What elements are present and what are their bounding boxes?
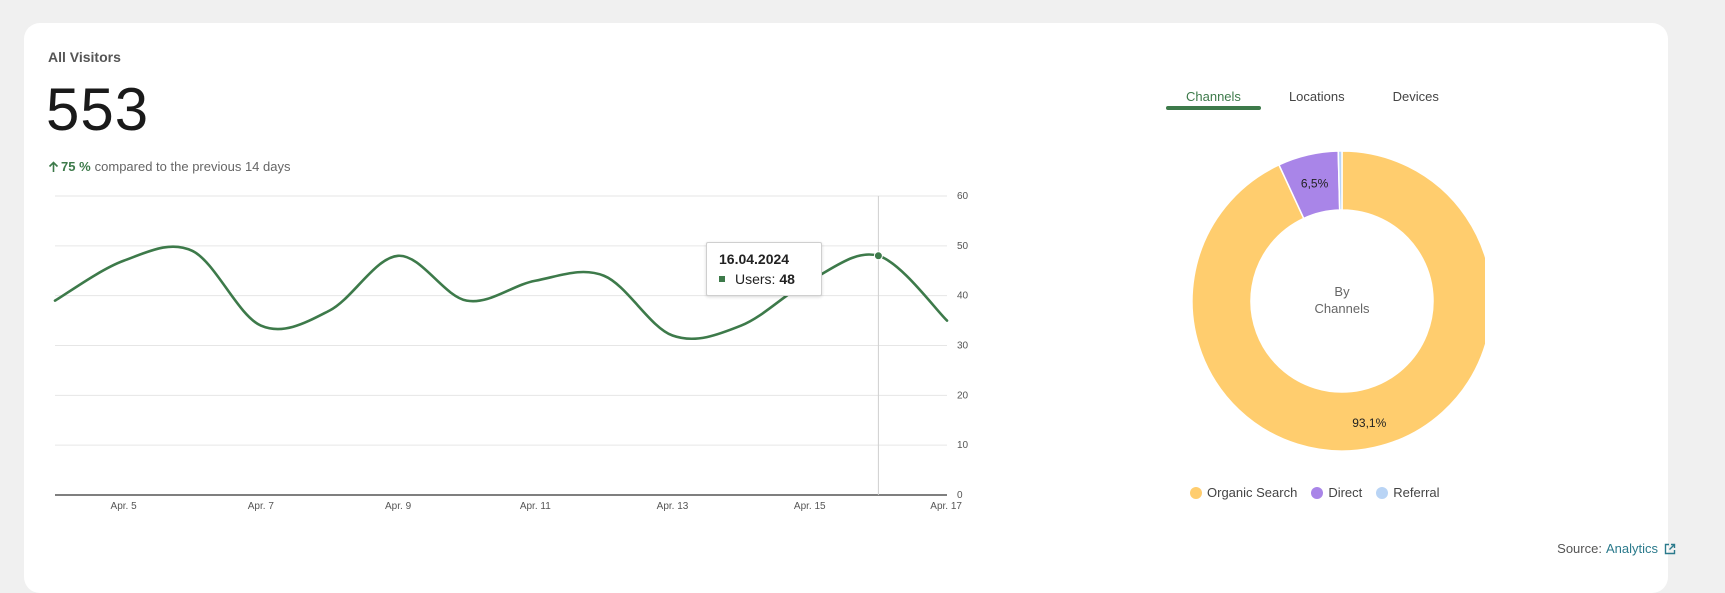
x-tick-label: Apr. 15 xyxy=(794,501,826,512)
external-link-icon xyxy=(1664,543,1676,554)
chart-tooltip: 16.04.2024 Users: 48 xyxy=(706,242,822,296)
comparison-line: 75 % compared to the previous 14 days xyxy=(48,159,290,174)
total-visitors: 553 xyxy=(46,76,150,143)
tooltip-swatch xyxy=(719,276,725,282)
legend-item-referral[interactable]: Referral xyxy=(1376,485,1440,500)
y-tick-label: 30 xyxy=(957,341,969,352)
trend-indicator: 75 % xyxy=(48,159,91,174)
source-prefix: Source: xyxy=(1557,541,1602,556)
slice-label: 93,1% xyxy=(1352,416,1386,430)
legend-dot-referral xyxy=(1376,486,1389,499)
legend-dot-organic-search xyxy=(1190,486,1202,499)
donut-slice-organic-search[interactable] xyxy=(1191,150,1485,452)
x-tick-label: Apr. 9 xyxy=(385,501,412,512)
tab-devices[interactable]: Devices xyxy=(1392,89,1439,104)
x-tick-label: Apr. 7 xyxy=(248,501,275,512)
tooltip-date: 16.04.2024 xyxy=(719,251,790,267)
legend-label-referral: Referral xyxy=(1393,485,1440,500)
y-tick-label: 20 xyxy=(957,390,969,401)
highlighted-point xyxy=(873,251,883,261)
visitors-card: All Visitors 553 75 % compared to the pr… xyxy=(24,23,1668,593)
tooltip-row: Users: 48 xyxy=(719,271,795,287)
donut-legend: Organic Search Direct Referral xyxy=(1190,485,1440,500)
x-tick-label: Apr. 17 xyxy=(930,501,962,512)
breakdown-tabs: Channels Locations Devices xyxy=(1162,64,1463,110)
tooltip-value: 48 xyxy=(779,271,795,287)
source-attribution: Source: Analytics xyxy=(1557,541,1676,556)
legend-label-direct: Direct xyxy=(1328,485,1363,500)
y-tick-label: 40 xyxy=(957,291,969,302)
legend-item-direct[interactable]: Direct xyxy=(1311,485,1362,500)
channels-donut-chart[interactable]: 93,1% 6,5% By Channels xyxy=(1165,140,1485,460)
y-tick-label: 0 xyxy=(957,490,963,501)
y-tick-label: 50 xyxy=(957,241,969,252)
analytics-link-label: Analytics xyxy=(1605,541,1658,556)
trend-text: compared to the previous 14 days xyxy=(94,159,291,174)
y-tick-label: 60 xyxy=(957,191,969,202)
donut-slice-referral[interactable] xyxy=(1337,150,1343,211)
legend-dot-direct xyxy=(1311,486,1324,499)
x-tick-label: Apr. 13 xyxy=(657,501,689,512)
analytics-link[interactable]: Analytics xyxy=(1606,541,1676,556)
trend-value: 75 % xyxy=(61,159,91,174)
tooltip-series-label: Users: xyxy=(735,271,776,287)
slice-label: 6,5% xyxy=(1301,177,1329,191)
card-title: All Visitors xyxy=(48,49,121,65)
x-tick-label: Apr. 11 xyxy=(520,501,551,512)
donut-center-line1: By xyxy=(1334,284,1350,299)
tab-channels[interactable]: Channels xyxy=(1162,64,1265,110)
y-tick-label: 10 xyxy=(957,440,969,451)
tooltip-series: Users: 48 xyxy=(735,271,795,287)
legend-item-organic-search[interactable]: Organic Search xyxy=(1190,485,1297,500)
x-tick-label: Apr. 5 xyxy=(111,501,138,512)
arrow-up-icon xyxy=(48,160,59,172)
legend-label-organic-search: Organic Search xyxy=(1207,485,1298,500)
visitors-line-chart[interactable]: 0 10 20 30 40 50 60 Apr. 5 Apr. 7 Apr. 9 Apr. 11 Ap… xyxy=(0,0,1000,520)
tab-locations[interactable]: Locations xyxy=(1288,89,1345,104)
donut-center-line2: Channels xyxy=(1315,301,1370,316)
